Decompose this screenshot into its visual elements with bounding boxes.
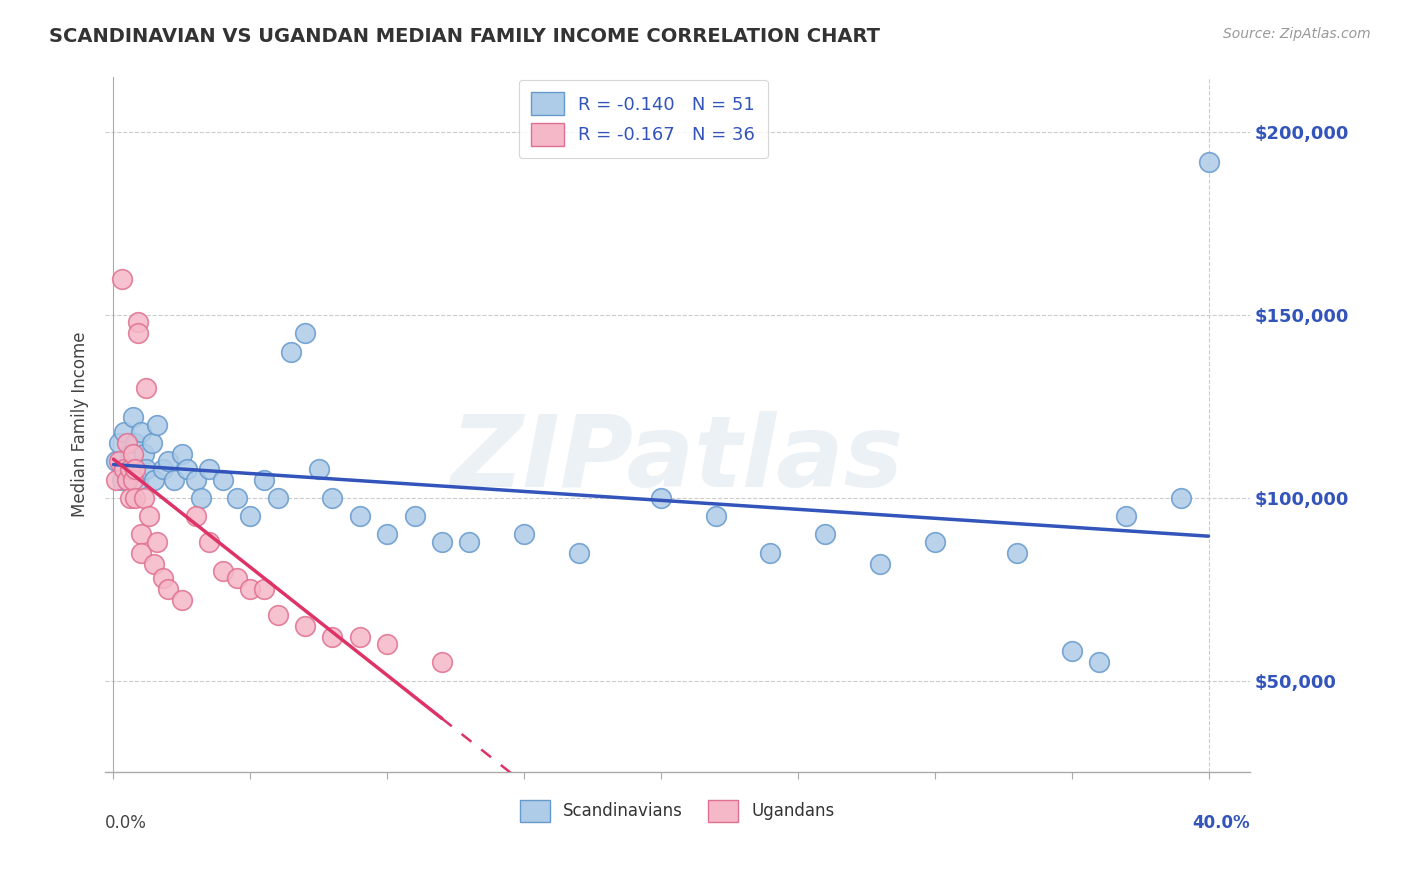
Point (239, 509, 262, 524)
Point (115, 473, 138, 487)
Point (146, 534, 169, 549)
Point (267, 491, 290, 505)
Point (349, 630, 371, 644)
Point (190, 491, 212, 505)
Point (294, 619, 316, 633)
Point (198, 461, 221, 475)
Point (157, 454, 180, 468)
Point (184, 509, 207, 524)
Point (924, 534, 946, 549)
Point (1198, 154, 1220, 169)
Point (129, 425, 152, 439)
Point (111, 271, 134, 285)
Point (152, 571, 174, 585)
Point (105, 454, 128, 468)
Point (225, 491, 247, 505)
Point (112, 425, 135, 439)
Point (129, 546, 152, 560)
Point (143, 557, 166, 571)
Point (127, 473, 149, 487)
Point (105, 473, 128, 487)
Point (152, 461, 174, 475)
Point (124, 491, 146, 505)
Point (267, 607, 290, 622)
Point (141, 436, 163, 450)
Point (513, 527, 536, 541)
Point (112, 461, 135, 475)
Point (253, 473, 276, 487)
Y-axis label: Median Family Income: Median Family Income (72, 332, 89, 517)
Point (118, 491, 141, 505)
Point (170, 447, 193, 461)
Point (704, 509, 727, 524)
Point (814, 527, 837, 541)
Point (121, 410, 143, 425)
Point (239, 582, 262, 597)
Point (129, 527, 152, 541)
Point (198, 534, 221, 549)
Point (176, 461, 198, 475)
Text: Source: ZipAtlas.com: Source: ZipAtlas.com (1223, 27, 1371, 41)
Point (280, 344, 302, 359)
Point (127, 326, 149, 341)
Point (108, 436, 131, 450)
Point (375, 527, 398, 541)
Point (759, 546, 782, 560)
Point (121, 447, 143, 461)
Point (170, 593, 193, 607)
Point (869, 557, 891, 571)
Point (124, 436, 146, 450)
Point (430, 534, 453, 549)
Point (321, 630, 343, 644)
Point (157, 582, 180, 597)
Legend: Scandinavians, Ugandans: Scandinavians, Ugandans (509, 789, 846, 833)
Point (118, 461, 141, 475)
Point (163, 473, 186, 487)
Point (132, 447, 155, 461)
Point (124, 461, 146, 475)
Point (1005, 546, 1028, 560)
Text: ZIPatlas: ZIPatlas (451, 411, 904, 508)
Point (253, 582, 276, 597)
Point (568, 546, 591, 560)
Point (375, 637, 398, 651)
Text: 40.0%: 40.0% (1192, 814, 1250, 831)
Point (212, 564, 235, 578)
Point (1170, 491, 1192, 505)
Point (458, 534, 481, 549)
Point (127, 315, 149, 329)
Point (404, 509, 426, 524)
Text: 0.0%: 0.0% (105, 814, 148, 831)
Point (138, 509, 160, 524)
Point (1115, 509, 1137, 524)
Point (143, 473, 166, 487)
Point (135, 461, 157, 475)
Point (184, 473, 207, 487)
Point (294, 326, 316, 341)
Point (308, 461, 330, 475)
Point (321, 491, 343, 505)
Point (115, 461, 138, 475)
Point (146, 417, 169, 432)
Point (118, 447, 141, 461)
Point (430, 656, 453, 670)
Point (111, 473, 134, 487)
Point (225, 571, 247, 585)
Point (349, 509, 371, 524)
Point (132, 491, 155, 505)
Point (212, 473, 235, 487)
Point (108, 454, 131, 468)
Point (650, 491, 672, 505)
Point (121, 473, 143, 487)
Text: SCANDINAVIAN VS UGANDAN MEDIAN FAMILY INCOME CORRELATION CHART: SCANDINAVIAN VS UGANDAN MEDIAN FAMILY IN… (49, 27, 880, 45)
Point (1060, 644, 1083, 658)
Point (115, 436, 138, 450)
Point (135, 381, 157, 395)
Point (1088, 656, 1111, 670)
